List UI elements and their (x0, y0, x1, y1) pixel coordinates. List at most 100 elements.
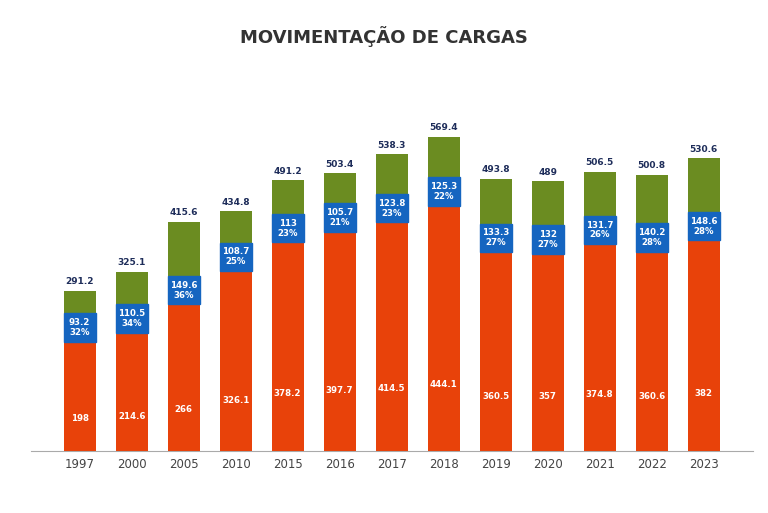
Text: Fonte: dados da ANTF: Fonte: dados da ANTF (15, 495, 114, 503)
Text: 140.2: 140.2 (638, 228, 665, 238)
Bar (584, 244, 616, 451)
Bar (636, 252, 668, 451)
Bar (687, 159, 720, 241)
Bar (167, 305, 200, 451)
Text: 291.2: 291.2 (65, 277, 94, 286)
Text: 131.7: 131.7 (586, 221, 614, 229)
Text: 78%: 78% (433, 391, 454, 400)
Text: 149.6: 149.6 (170, 281, 197, 290)
Text: 491.2: 491.2 (273, 167, 302, 175)
Text: 110.5: 110.5 (118, 309, 145, 318)
Bar (272, 214, 304, 243)
Text: 148.6: 148.6 (690, 216, 717, 226)
Bar (323, 203, 356, 232)
Bar (584, 215, 616, 244)
Text: 123.8: 123.8 (378, 199, 406, 208)
Bar (636, 224, 668, 252)
Text: 72%: 72% (694, 400, 714, 409)
Text: 500.8: 500.8 (637, 162, 666, 170)
Text: 28%: 28% (694, 227, 714, 235)
Bar (376, 154, 408, 223)
Text: 493.8: 493.8 (482, 165, 510, 174)
Bar (531, 226, 564, 254)
Text: 73%: 73% (538, 403, 558, 412)
Text: 73%: 73% (485, 403, 506, 411)
Bar (115, 333, 147, 451)
Text: 266: 266 (174, 405, 193, 413)
Bar (115, 272, 147, 333)
Text: 214.6: 214.6 (118, 412, 145, 421)
Bar (636, 175, 668, 252)
Bar (687, 241, 720, 451)
Text: 503.4: 503.4 (326, 160, 354, 169)
Text: 530.6: 530.6 (690, 145, 718, 154)
Bar (220, 271, 252, 451)
Text: 25%: 25% (226, 258, 246, 266)
Text: 198: 198 (71, 414, 88, 423)
Text: 489: 489 (538, 168, 558, 177)
Text: 397.7: 397.7 (326, 386, 353, 396)
Text: 27%: 27% (485, 239, 506, 247)
Text: 374.8: 374.8 (586, 390, 614, 399)
Bar (323, 173, 356, 232)
Bar (272, 243, 304, 451)
Text: 36%: 36% (174, 290, 194, 300)
Bar (220, 211, 252, 271)
Text: 64%: 64% (174, 416, 194, 425)
Text: 105.7: 105.7 (326, 208, 353, 217)
Text: 382: 382 (695, 389, 713, 398)
Text: 32%: 32% (69, 328, 90, 337)
Text: 325.1: 325.1 (118, 259, 146, 267)
Bar (479, 224, 511, 252)
Text: 360.6: 360.6 (638, 391, 665, 401)
Text: 77%: 77% (277, 400, 298, 409)
Text: 326.1: 326.1 (222, 397, 250, 405)
Text: 569.4: 569.4 (429, 124, 458, 132)
Text: 506.5: 506.5 (585, 158, 614, 167)
Text: 357: 357 (538, 392, 557, 401)
Bar (323, 232, 356, 451)
Bar (272, 180, 304, 243)
Bar (479, 252, 511, 451)
Text: 74%: 74% (589, 401, 610, 410)
Bar (428, 206, 460, 451)
Bar (584, 172, 616, 244)
Text: 22%: 22% (433, 192, 454, 201)
Bar (167, 276, 200, 305)
Bar (428, 137, 460, 206)
Text: 75%: 75% (226, 407, 246, 417)
Bar (479, 179, 511, 252)
Bar (376, 194, 408, 223)
Text: 360.5: 360.5 (482, 391, 509, 401)
Bar (220, 243, 252, 271)
Text: 66%: 66% (121, 423, 142, 432)
Text: 77%: 77% (381, 395, 402, 404)
Text: 26%: 26% (590, 230, 610, 240)
Bar (64, 290, 96, 342)
Text: 125.3: 125.3 (430, 182, 457, 191)
Bar (531, 181, 564, 254)
Text: 414.5: 414.5 (378, 384, 406, 393)
Text: 28%: 28% (641, 239, 662, 247)
Text: 34%: 34% (121, 319, 142, 328)
Bar (376, 223, 408, 451)
Bar (428, 177, 460, 206)
Text: 23%: 23% (382, 209, 402, 218)
Text: 378.2: 378.2 (274, 389, 301, 398)
Text: 68%: 68% (69, 425, 90, 434)
Text: 108.7: 108.7 (222, 247, 250, 256)
Text: 21%: 21% (329, 218, 350, 227)
Bar (687, 212, 720, 241)
Bar (167, 222, 200, 305)
Text: MOVIMENTAÇÃO DE CARGAS: MOVIMENTAÇÃO DE CARGAS (240, 26, 528, 47)
Text: 113: 113 (279, 219, 296, 228)
Text: 444.1: 444.1 (430, 380, 458, 389)
Text: 133.3: 133.3 (482, 228, 509, 238)
Bar (531, 254, 564, 451)
Bar (64, 342, 96, 451)
Text: 132: 132 (538, 230, 557, 240)
Bar (64, 313, 96, 342)
Text: 72%: 72% (641, 403, 662, 411)
Text: 434.8: 434.8 (221, 198, 250, 207)
Text: 538.3: 538.3 (378, 141, 406, 150)
